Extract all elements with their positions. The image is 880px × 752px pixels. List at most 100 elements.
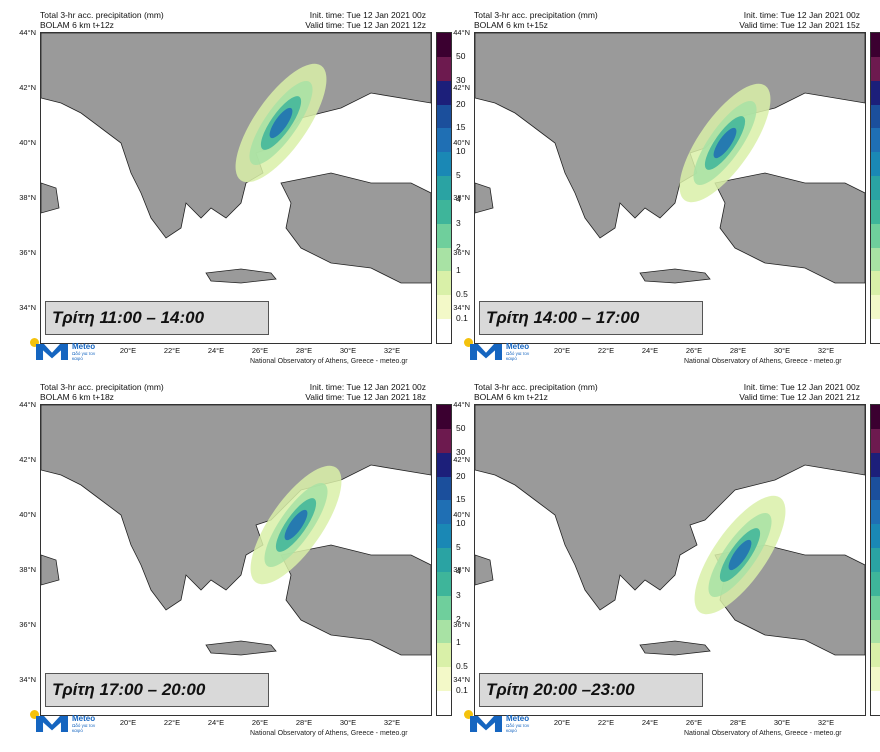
panel-title: Total 3-hr acc. precipitation (mm) xyxy=(474,10,598,20)
legend-swatch xyxy=(437,319,451,343)
time-window-label: Τρίτη 20:00 –23:00 xyxy=(479,673,703,707)
lon-tick-label: 32°E xyxy=(817,346,835,355)
map-panel: Total 3-hr acc. precipitation (mm) BOLAM … xyxy=(19,0,474,372)
legend-swatch xyxy=(437,271,451,296)
time-window-label: Τρίτη 14:00 – 17:00 xyxy=(479,301,703,335)
meteo-m-icon xyxy=(36,344,68,360)
lat-tick-label: 36°N xyxy=(453,620,470,629)
land-mass xyxy=(41,405,431,656)
time-window-label: Τρίτη 17:00 – 20:00 xyxy=(45,673,269,707)
legend-swatch xyxy=(871,199,880,224)
lat-tick-label: 34°N xyxy=(19,675,36,684)
lat-tick-label: 42°N xyxy=(453,455,470,464)
lat-tick-label: 38°N xyxy=(19,193,36,202)
logo-name: Meteo xyxy=(506,714,530,723)
legend-swatch xyxy=(437,548,451,572)
logo-name: Meteo xyxy=(72,714,96,723)
legend-swatch xyxy=(437,619,451,644)
lon-tick-label: 24°E xyxy=(207,346,225,355)
legend-swatch xyxy=(437,295,451,320)
panel-header-right: Init. time: Tue 12 Jan 2021 00z Valid tim… xyxy=(305,382,426,402)
lon-tick-label: 24°E xyxy=(641,718,659,727)
lat-tick-label: 34°N xyxy=(453,675,470,684)
legend-swatch xyxy=(437,524,451,549)
sun-icon xyxy=(464,338,473,347)
lon-tick-label: 24°E xyxy=(207,718,225,727)
credit-text: National Observatory of Athens, Greece -… xyxy=(684,730,842,737)
legend-label: 15 xyxy=(456,494,466,505)
land-mass xyxy=(41,33,431,284)
legend-swatch xyxy=(437,476,451,501)
precipitation-map: Τρίτη 14:00 – 17:00 xyxy=(474,32,866,344)
panel-header-right: Init. time: Tue 12 Jan 2021 00z Valid tim… xyxy=(739,10,860,30)
panel-header-left: Total 3-hr acc. precipitation (mm) BOLAM … xyxy=(40,10,164,30)
legend-label: 2 xyxy=(456,241,461,252)
lat-tick-label: 40°N xyxy=(19,138,36,147)
lat-tick-label: 42°N xyxy=(19,455,36,464)
legend-swatch xyxy=(437,33,451,57)
map-canvas xyxy=(475,405,865,656)
legend-swatch xyxy=(871,104,880,129)
map-canvas xyxy=(475,33,865,284)
legend-swatch xyxy=(871,452,880,477)
lon-tick-label: 32°E xyxy=(383,718,401,727)
legend-swatch xyxy=(437,428,451,453)
legend-swatch xyxy=(871,428,880,453)
legend-label: 1 xyxy=(456,265,461,276)
sun-icon xyxy=(464,710,473,719)
legend-label: 50 xyxy=(456,422,466,433)
panel-model: BOLAM 6 km t+15z xyxy=(474,20,548,30)
lon-tick-label: 24°E xyxy=(641,346,659,355)
legend-swatch xyxy=(871,643,880,668)
legend-label: 0.1 xyxy=(456,313,468,324)
legend-swatch xyxy=(871,595,880,620)
time-window-label: Τρίτη 11:00 – 14:00 xyxy=(45,301,269,335)
map-canvas xyxy=(41,33,431,284)
land-mass xyxy=(475,33,865,284)
legend-label: 4 xyxy=(456,565,461,576)
lon-tick-label: 20°E xyxy=(553,718,571,727)
land-mass xyxy=(475,405,865,656)
lon-tick-label: 22°E xyxy=(597,718,615,727)
lon-tick-label: 26°E xyxy=(251,718,269,727)
panel-valid-time: Valid time: Tue 12 Jan 2021 18z xyxy=(305,392,426,402)
meteo-logo: Meteo Ωδό για τον καιρό xyxy=(30,710,110,733)
meteo-logo: Meteo Ωδό για τον καιρό xyxy=(464,710,544,733)
lon-tick-label: 30°E xyxy=(339,718,357,727)
legend-swatch xyxy=(437,595,451,620)
meteo-m-icon xyxy=(470,344,502,360)
legend-swatch xyxy=(437,128,451,153)
legend-swatch xyxy=(871,667,880,692)
lat-tick-label: 38°N xyxy=(453,193,470,202)
legend-swatch xyxy=(437,643,451,668)
map-canvas xyxy=(41,405,431,656)
legend-label: 1 xyxy=(456,637,461,648)
legend-swatch xyxy=(437,223,451,248)
legend-label: 50 xyxy=(456,50,466,61)
legend-swatch xyxy=(437,667,451,692)
legend-swatch xyxy=(437,152,451,177)
legend-label: 20 xyxy=(456,98,466,109)
sun-icon xyxy=(30,710,39,719)
legend-swatch xyxy=(871,247,880,272)
panel-title: Total 3-hr acc. precipitation (mm) xyxy=(40,10,164,20)
legend-swatch xyxy=(437,247,451,272)
panel-header-left: Total 3-hr acc. precipitation (mm) BOLAM … xyxy=(474,382,598,402)
lon-tick-label: 26°E xyxy=(685,346,703,355)
color-legend xyxy=(870,404,880,716)
lon-tick-label: 22°E xyxy=(163,346,181,355)
panel-valid-time: Valid time: Tue 12 Jan 2021 15z xyxy=(739,20,860,30)
lat-tick-label: 44°N xyxy=(453,28,470,37)
lat-tick-label: 40°N xyxy=(453,510,470,519)
map-panel: Total 3-hr acc. precipitation (mm) BOLAM … xyxy=(453,0,880,372)
lat-tick-label: 38°N xyxy=(453,565,470,574)
legend-swatch xyxy=(871,548,880,572)
credit-text: National Observatory of Athens, Greece -… xyxy=(250,730,408,737)
lon-tick-label: 32°E xyxy=(383,346,401,355)
meteo-m-icon xyxy=(470,716,502,732)
logo-tagline: Ωδό για τον καιρό xyxy=(506,723,530,733)
legend-swatch xyxy=(871,33,880,57)
lon-tick-label: 28°E xyxy=(295,346,313,355)
legend-label: 10 xyxy=(456,518,466,529)
legend-swatch xyxy=(871,152,880,177)
